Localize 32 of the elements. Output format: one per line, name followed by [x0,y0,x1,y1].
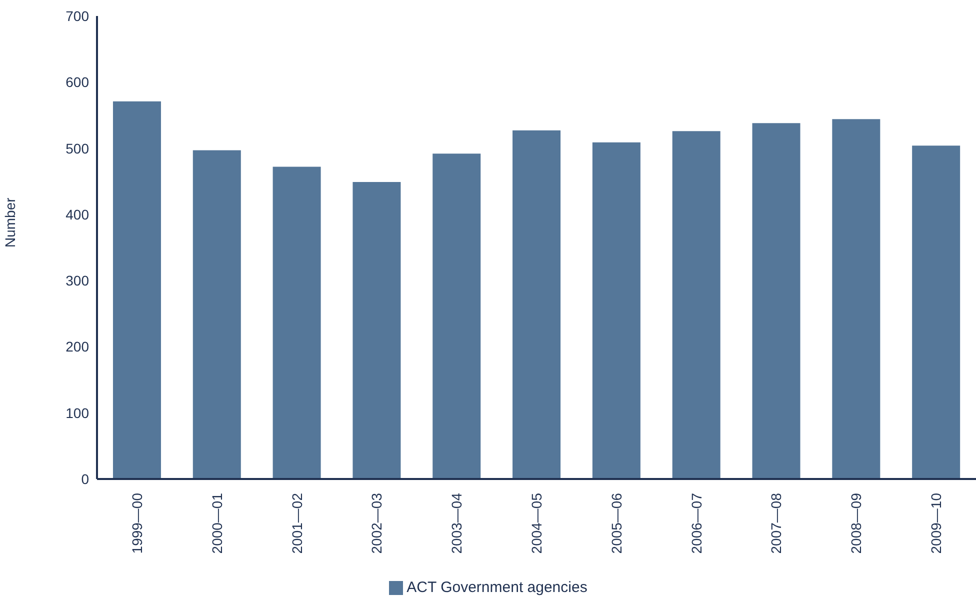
y-tick-label: 100 [66,404,90,421]
bar [192,150,241,479]
bar [752,123,800,479]
x-tick-label: 2009—10 [928,492,944,554]
bar [352,182,401,479]
x-tick-label: 2003—04 [448,492,465,554]
y-axis-title: Number [2,197,18,248]
y-tick-label: 600 [66,74,90,90]
bar [432,154,481,479]
x-tick-label: 2008—09 [848,492,864,554]
x-tick-label: 2006—07 [688,492,704,554]
x-tick-label: 2001—02 [288,492,305,554]
y-tick-label: 400 [66,206,90,222]
bar [112,101,161,479]
x-tick-label: 1999—00 [128,492,145,554]
bar [672,131,720,479]
bar [272,166,321,479]
x-tick-label: 2007—08 [768,492,784,554]
x-tick-label: 2005—06 [608,492,624,554]
y-tick-label: 500 [66,140,90,156]
y-tick-label: 0 [81,470,90,487]
bar [592,142,640,479]
y-tick-label: 700 [66,8,90,24]
x-tick-label: 2000—01 [208,492,225,554]
bar [512,130,561,479]
x-tick-label: 2002—03 [368,492,385,554]
y-tick-label: 200 [66,338,90,355]
bar [912,146,960,479]
legend-label: ACT Government agencies [406,579,588,596]
x-tick-label: 2004—05 [528,492,544,554]
bar [832,119,880,479]
y-tick-label: 300 [66,272,90,289]
